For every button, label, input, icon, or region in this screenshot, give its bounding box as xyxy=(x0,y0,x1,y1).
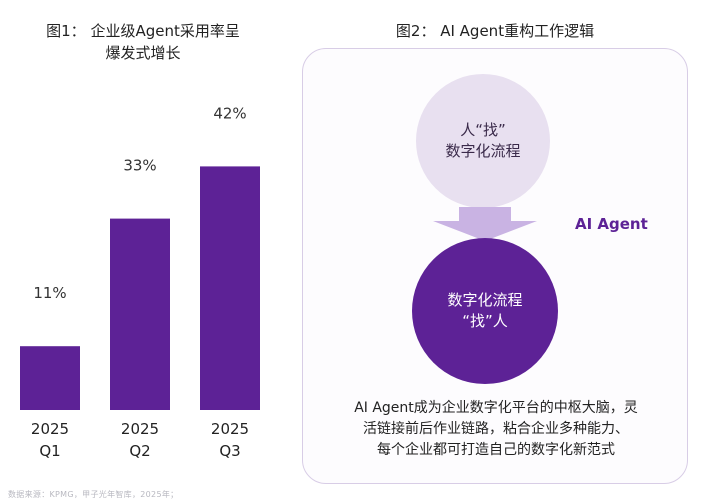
chart-title-line-2: 爆发式增长 xyxy=(105,44,181,62)
value-label-2: 33% xyxy=(123,157,156,175)
bar-2 xyxy=(110,218,170,410)
value-label-1: 11% xyxy=(33,284,66,302)
x-tick-quarter-3: Q3 xyxy=(219,442,240,460)
diagram-panel: 人“找” 数字化流程 AI Agent 数字化流程 “找”人 AI Agent成… xyxy=(302,48,688,484)
top-circle: 人“找” 数字化流程 xyxy=(416,74,550,208)
diagram-title: 图2： AI Agent重构工作逻辑 xyxy=(395,22,595,40)
bottom-circle: 数字化流程 “找”人 xyxy=(412,238,558,384)
value-label-3: 42% xyxy=(213,104,246,122)
caption-line-2: 活链接前后作业链路，粘合企业多种能力、 xyxy=(363,421,629,437)
top-circle-line-1: 人“找” xyxy=(460,121,506,139)
source-note: 数据来源：KPMG，甲子光年智库，2025年； xyxy=(8,490,179,499)
bar-1 xyxy=(20,346,80,410)
top-circle-line-2: 数字化流程 xyxy=(445,142,521,160)
chart-title: 图1： 企业级Agent采用率呈 爆发式增长 xyxy=(18,20,268,64)
diagram-caption: AI Agent成为企业数字化平台的中枢大脑，灵 活链接前后作业链路，粘合企业多… xyxy=(315,398,677,461)
x-tick-year-2: 2025 xyxy=(121,420,159,438)
bar-chart: 11% 2025 Q1 33% 2025 Q2 42% 2025 Q3 xyxy=(20,104,260,460)
caption-line-3: 每个企业都可打造自己的数字化新范式 xyxy=(377,442,615,458)
caption-line-1: AI Agent成为企业数字化平台的中枢大脑，灵 xyxy=(354,400,638,416)
x-tick-year-1: 2025 xyxy=(31,420,69,438)
bottom-circle-line-2: “找”人 xyxy=(462,312,508,330)
x-tick-quarter-2: Q2 xyxy=(129,442,150,460)
down-arrow-icon xyxy=(433,207,537,241)
chart-title-line-1: 图1： 企业级Agent采用率呈 xyxy=(46,22,240,40)
x-tick-year-3: 2025 xyxy=(211,420,249,438)
bar-3 xyxy=(200,166,260,410)
arrow-label: AI Agent xyxy=(575,215,648,233)
x-tick-quarter-1: Q1 xyxy=(39,442,60,460)
bottom-circle-line-1: 数字化流程 xyxy=(447,291,523,309)
